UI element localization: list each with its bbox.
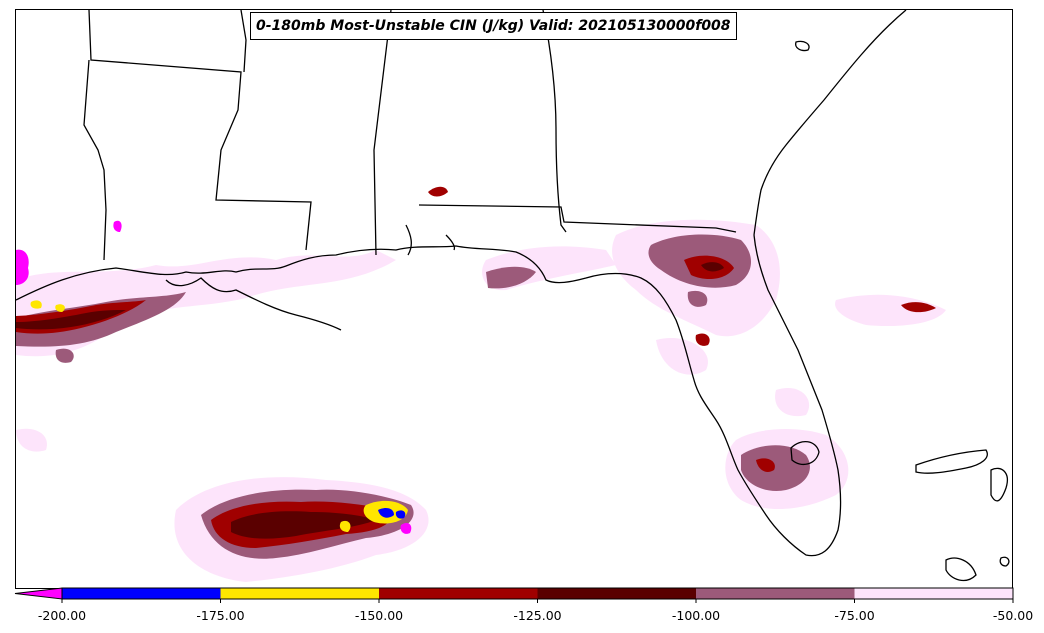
border-ms-al (373, 10, 392, 256)
border-la-ms (88, 10, 312, 251)
colorbar-segment (62, 588, 221, 599)
coast-la-detail (165, 277, 342, 331)
cin-maroon-west (16, 310, 126, 330)
cuba-coast (915, 449, 988, 474)
cin-red-atl (901, 302, 936, 313)
colorbar-segment (854, 588, 1013, 599)
map-panel (15, 9, 1013, 589)
bay-mobile (405, 224, 412, 256)
colorbar-tick-label: -200.00 (37, 608, 87, 623)
bahamas-2 (945, 557, 977, 582)
cin-mauve-panhandle (486, 266, 536, 289)
cin-maroon-south (231, 511, 376, 539)
cin-mauve-sw (55, 348, 74, 363)
colorbar-outline (61, 587, 1014, 600)
bahamas-1 (990, 467, 1008, 502)
coastlines-and-borders (16, 10, 1010, 582)
border-fl-ga-al (418, 204, 737, 233)
cin-magenta-west (16, 249, 29, 285)
colorbar-tick-label: -50.00 (992, 608, 1034, 623)
cin-yellow-west (30, 300, 42, 309)
cin-area-scatter2 (775, 388, 810, 417)
bay-pensacola (445, 234, 456, 251)
atlantic-coastline (753, 10, 907, 236)
cin-magenta-south (400, 522, 412, 534)
colorbar-segment (696, 588, 855, 599)
colorbar-tick-label: -175.00 (196, 608, 245, 623)
colorbar-tick-label: -125.00 (513, 608, 562, 623)
cin-maroon-fl (701, 262, 724, 272)
border-ar-la (83, 59, 107, 261)
border-al-ga (542, 10, 567, 233)
map-title: 0-180mb Most-Unstable CIN (J/kg) Valid: … (250, 12, 737, 40)
colorbar (14, 587, 1014, 603)
cin-area-scatter1 (656, 338, 708, 375)
cin-mauve-fl-mid (687, 290, 708, 307)
cin-blue-south2 (395, 510, 406, 519)
cin-mauve-fl-south (741, 445, 810, 491)
colorbar-tick-label: -75.00 (834, 608, 875, 623)
colorbar-tick-label: -150.00 (354, 608, 404, 623)
cin-red-fl3 (695, 333, 710, 346)
cin-yellow-west2 (55, 304, 65, 312)
gulf-coastline (16, 234, 842, 557)
colorbar-extend-min (14, 587, 63, 600)
cin-blue-south (378, 507, 394, 518)
colorbar-segment (220, 588, 379, 599)
border-tn (240, 10, 247, 73)
cin-contours (16, 186, 946, 582)
colorbar-tick-label: -100.00 (671, 608, 721, 623)
cin-red-ms (428, 186, 448, 197)
cin-yellow-south2 (339, 520, 351, 532)
lake-okeechobee (790, 441, 820, 466)
cin-magenta-la (113, 220, 122, 232)
colorbar-segment (537, 588, 696, 599)
colorbar-segment (379, 588, 538, 599)
cin-red-fl2 (756, 458, 775, 472)
bahamas-3 (999, 556, 1010, 567)
atlantic-island (795, 40, 810, 52)
cin-area-scatter3 (16, 428, 47, 452)
